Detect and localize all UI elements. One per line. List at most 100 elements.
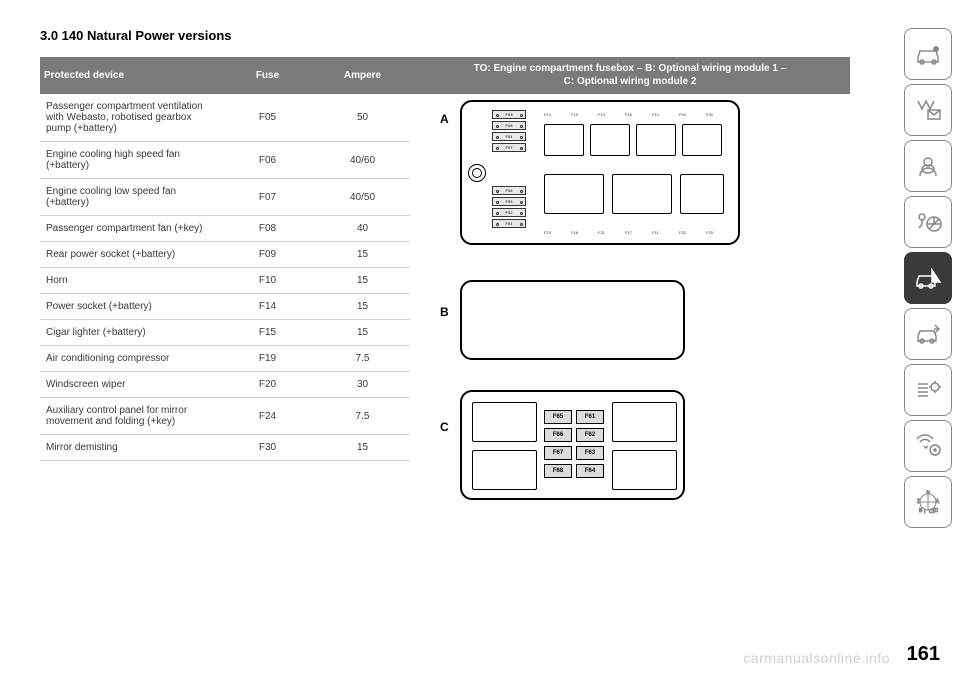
cell-device: Windscreen wiper: [40, 372, 220, 398]
panel-label-a: A: [440, 112, 449, 126]
fuse-position-label: F18: [571, 230, 578, 235]
fuse-label: F68: [544, 464, 572, 478]
cell-ampere: 15: [315, 268, 410, 294]
relay-slot: [544, 124, 584, 156]
car-tools-icon[interactable]: [904, 308, 952, 360]
section-title: 3.0 140 Natural Power versions: [40, 28, 850, 43]
cell-fuse: F14: [220, 294, 315, 320]
fuse-label: F64: [576, 464, 604, 478]
relay-slot: [590, 124, 630, 156]
cell-fuse: F06: [220, 142, 315, 179]
fuse-position-label: F21: [598, 230, 605, 235]
panel-a: F03 F08 F04 F07 F06 F05 F02 F01 F14 F15 F13 F16 F10…: [460, 100, 740, 245]
cell-device: Horn: [40, 268, 220, 294]
cell-device: Power socket (+battery): [40, 294, 220, 320]
relay-slot: [472, 450, 537, 490]
fuse-label: F06: [492, 186, 526, 195]
cell-device: Passenger compartment ventilation with W…: [40, 94, 220, 142]
key-wheel-icon[interactable]: [904, 196, 952, 248]
cell-ampere: 7.5: [315, 398, 410, 435]
cell-device: Mirror demisting: [40, 435, 220, 461]
fuse-label: F04: [492, 132, 526, 141]
cell-fuse: F09: [220, 242, 315, 268]
airbag-icon[interactable]: [904, 140, 952, 192]
fuse-position-label: F13: [598, 112, 605, 117]
fuse-label: F01: [492, 219, 526, 228]
cell-device: Engine cooling high speed fan (+battery): [40, 142, 220, 179]
relay-slot: [636, 124, 676, 156]
svg-text:B: B: [919, 508, 923, 514]
cell-device: Cigar lighter (+battery): [40, 320, 220, 346]
cell-ampere: 15: [315, 320, 410, 346]
panel-c: F65F61F66F62F67F63F68F64: [460, 390, 685, 500]
fuse-position-label: F10: [652, 112, 659, 117]
cell-device: Rear power socket (+battery): [40, 242, 220, 268]
cell-fuse: F20: [220, 372, 315, 398]
cell-ampere: 50: [315, 94, 410, 142]
cell-ampere: 40/50: [315, 179, 410, 216]
relay-slot: [544, 174, 604, 214]
col-device: Protected device: [40, 57, 220, 94]
settings-list-icon[interactable]: [904, 364, 952, 416]
fuse-position-label: F20: [706, 230, 713, 235]
col-ampere: Ampere: [315, 57, 410, 94]
panel-b: [460, 280, 685, 360]
cell-device: Passenger compartment fan (+key): [40, 216, 220, 242]
relay-slot: [612, 450, 677, 490]
fuse-label: F02: [492, 208, 526, 217]
fuse-position-label: F14: [544, 112, 551, 117]
fuse-label: F62: [576, 428, 604, 442]
panel-label-c: C: [440, 420, 449, 434]
cell-fuse: F10: [220, 268, 315, 294]
cell-ampere: 30: [315, 372, 410, 398]
fuse-label: F63: [576, 446, 604, 460]
svg-text:Z: Z: [917, 499, 920, 505]
fuse-position-label: F11: [652, 230, 659, 235]
compass-icon[interactable]: EZABDICT: [904, 476, 952, 528]
fuse-label: F08: [492, 121, 526, 130]
fuse-position-label: F23: [544, 230, 551, 235]
manual-section-nav: i EZABDICT: [904, 28, 952, 528]
cell-ampere: 40: [315, 216, 410, 242]
cell-ampere: 7.5: [315, 346, 410, 372]
cell-fuse: F19: [220, 346, 315, 372]
page-number: 161: [907, 643, 940, 666]
fuse-label: F65: [544, 410, 572, 424]
col-fuse: Fuse: [220, 57, 315, 94]
fuse-position-label: F30: [706, 112, 713, 117]
cell-device: Auxiliary control panel for mirror movem…: [40, 398, 220, 435]
fuse-position-label: F09: [679, 112, 686, 117]
emergency-car-icon[interactable]: [904, 252, 952, 304]
light-mail-icon[interactable]: [904, 84, 952, 136]
relay-slot: [680, 174, 724, 214]
cell-ampere: 15: [315, 435, 410, 461]
panel-label-b: B: [440, 305, 449, 319]
fuse-label: F07: [492, 143, 526, 152]
cell-ampere: 15: [315, 294, 410, 320]
fuse-label: F05: [492, 197, 526, 206]
car-info-icon[interactable]: i: [904, 28, 952, 80]
relay-slot: [472, 402, 537, 442]
relay-slot: [612, 174, 672, 214]
mounting-knob: [468, 164, 486, 182]
svg-text:I: I: [924, 509, 925, 514]
fuse-position-label: F17: [625, 230, 632, 235]
cell-fuse: F15: [220, 320, 315, 346]
cell-fuse: F05: [220, 94, 315, 142]
cell-fuse: F24: [220, 398, 315, 435]
cell-device: Engine cooling low speed fan (+battery): [40, 179, 220, 216]
relay-slot: [612, 402, 677, 442]
fuse-position-label: F15: [571, 112, 578, 117]
audio-nav-icon[interactable]: [904, 420, 952, 472]
relay-slot: [682, 124, 722, 156]
watermark: carmanualsonline.info: [743, 650, 890, 666]
cell-fuse: F07: [220, 179, 315, 216]
cell-fuse: F08: [220, 216, 315, 242]
fuse-position-label: F16: [625, 112, 632, 117]
fuse-position-label: F22: [679, 230, 686, 235]
cell-ampere: 15: [315, 242, 410, 268]
cell-fuse: F30: [220, 435, 315, 461]
col-to: TO: Engine compartment fusebox – B: Opti…: [410, 57, 850, 94]
fuse-label: F03: [492, 110, 526, 119]
fuse-label: F61: [576, 410, 604, 424]
